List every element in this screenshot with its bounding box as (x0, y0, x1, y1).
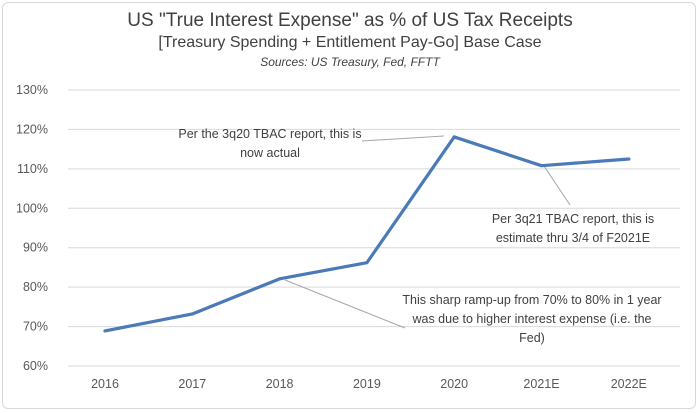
annotation-leader (543, 165, 571, 206)
x-tick-label: 2020 (440, 377, 468, 391)
annotation-leader (284, 279, 406, 329)
annotation-text: This sharp ramp-up from 70% to 80% in 1 … (402, 293, 661, 307)
annotation-text: estimate thru 3/4 of F2021E (496, 231, 650, 245)
x-tick-label: 2022E (611, 377, 647, 391)
chart-title: US "True Interest Expense" as % of US Ta… (127, 10, 573, 31)
y-tick-label: 130% (16, 83, 48, 97)
data-point (278, 277, 282, 281)
x-tick-label: 2021E (523, 377, 559, 391)
y-tick-label: 110% (17, 162, 48, 176)
chart-source: Sources: US Treasury, Fed, FFTT (260, 55, 440, 69)
annotation-text: Fed) (519, 331, 545, 345)
y-tick-label: 90% (23, 241, 48, 255)
annotation-text: Per 3q21 TBAC report, this is (492, 212, 654, 226)
y-tick-label: 70% (23, 320, 48, 334)
x-tick-label: 2019 (353, 377, 381, 391)
data-point (627, 157, 631, 161)
y-tick-label: 120% (16, 122, 48, 136)
data-point (540, 164, 543, 168)
annotation-text: now actual (240, 146, 300, 160)
data-point (365, 261, 369, 265)
data-point (103, 329, 107, 333)
annotation-text: Per the 3q20 TBAC report, this is (178, 127, 361, 141)
y-tick-label: 100% (16, 201, 48, 215)
chart-frame (2, 2, 696, 409)
gridlines (68, 89, 680, 367)
y-axis-ticks: 60% 70% 80% 90% 100% 110% 120% 130% (16, 83, 48, 373)
annotation-leader-lines (284, 135, 571, 329)
annotation-leader (361, 135, 445, 142)
data-point (190, 312, 194, 316)
data-point (452, 135, 456, 139)
y-tick-label: 80% (23, 280, 48, 294)
annotations: Per the 3q20 TBAC report, this is now act… (178, 127, 661, 345)
x-tick-label: 2017 (178, 377, 206, 391)
annotation-text: was due to higher interest expense (i.e.… (411, 312, 651, 326)
x-tick-label: 2016 (91, 377, 119, 391)
series-line-group (103, 135, 631, 333)
x-axis-ticks: 2016 2017 2018 2019 2020 2021E 2022E (91, 377, 647, 391)
x-tick-label: 2018 (266, 377, 294, 391)
y-tick-label: 60% (23, 359, 48, 373)
chart-subtitle: [Treasury Spending + Entitlement Pay-Go]… (158, 34, 542, 51)
